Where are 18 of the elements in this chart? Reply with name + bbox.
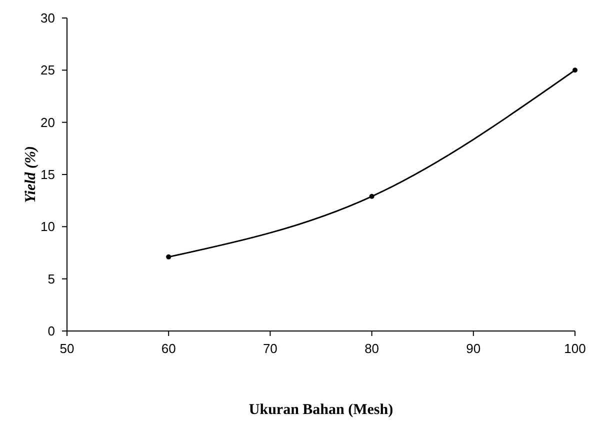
y-tick-label: 30: [40, 10, 55, 26]
y-tick-label: 10: [40, 219, 55, 234]
x-tick-label: 50: [60, 341, 74, 356]
x-tick-label: 100: [564, 341, 586, 356]
y-tick-label: 0: [48, 324, 55, 338]
point: [572, 68, 578, 73]
y-tick-label: 5: [48, 271, 55, 286]
x-tick-label: 60: [161, 341, 176, 356]
y-tick-label: 25: [40, 62, 55, 78]
point: [166, 254, 172, 260]
y-tick-label: 15: [40, 167, 55, 182]
y-axis-title: Yield (%): [23, 146, 39, 204]
point: [369, 194, 374, 199]
x-tick-label: 90: [466, 341, 481, 356]
y-tick-label: 20: [40, 114, 55, 130]
x-axis-title: Ukuran Bahan (Mesh): [248, 402, 394, 418]
x-tick-label: 70: [262, 341, 278, 356]
x-tick-label: 80: [364, 341, 380, 356]
